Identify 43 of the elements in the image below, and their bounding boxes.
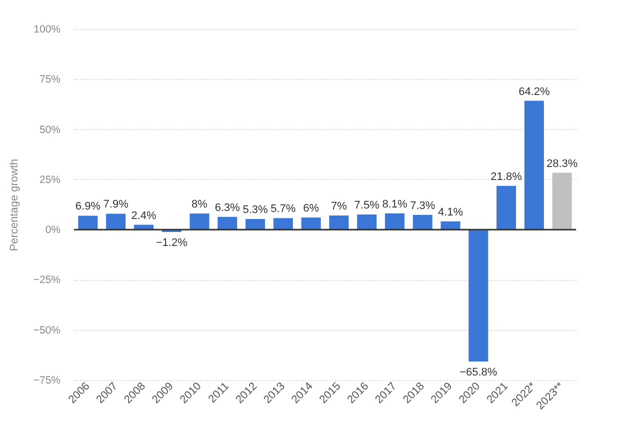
bar — [301, 218, 321, 230]
bar — [496, 186, 516, 230]
bar — [218, 216, 238, 230]
data-label: 21.8% — [490, 170, 522, 183]
data-label: 6.9% — [75, 200, 101, 213]
y-axis-title: Percentage growth — [8, 158, 20, 252]
data-label: 6.3% — [214, 202, 240, 214]
data-label: 5.7% — [270, 203, 296, 216]
y-tick-label: 50% — [39, 124, 60, 136]
bar — [412, 214, 432, 230]
bar — [78, 216, 98, 230]
y-tick-label: 25% — [39, 174, 60, 186]
bar — [552, 172, 572, 230]
data-label: 7.5% — [354, 200, 380, 212]
bar — [524, 100, 544, 230]
data-label: 8% — [192, 198, 208, 211]
bar — [246, 218, 266, 230]
y-tick-label: 0% — [45, 224, 60, 236]
data-label: 7% — [330, 200, 348, 213]
data-label: 28.3% — [546, 158, 578, 170]
bar — [106, 214, 126, 230]
bar — [384, 213, 404, 230]
data-label: 5.3% — [242, 204, 268, 216]
data-label: 2.4% — [131, 210, 156, 222]
y-tick-label: 75% — [39, 74, 60, 86]
data-label: 64.2% — [518, 86, 550, 98]
data-label: 4.1% — [438, 206, 464, 218]
bar — [190, 214, 210, 230]
data-label: −1.2% — [156, 236, 188, 249]
data-label: 6% — [303, 202, 320, 215]
data-label: 8.1% — [382, 198, 408, 210]
data-label: 7.3% — [410, 200, 436, 212]
data-label: 7.9% — [103, 198, 129, 211]
bar — [468, 230, 488, 362]
bar — [329, 216, 349, 230]
y-tick-label: −75% — [33, 374, 60, 386]
y-tick-label: −50% — [33, 324, 60, 336]
data-label: −65.8% — [460, 366, 498, 379]
y-tick-label: 100% — [34, 24, 60, 36]
bar — [273, 218, 293, 230]
bar — [357, 214, 377, 230]
y-tick-label: −25% — [33, 274, 60, 286]
bar — [440, 221, 460, 230]
